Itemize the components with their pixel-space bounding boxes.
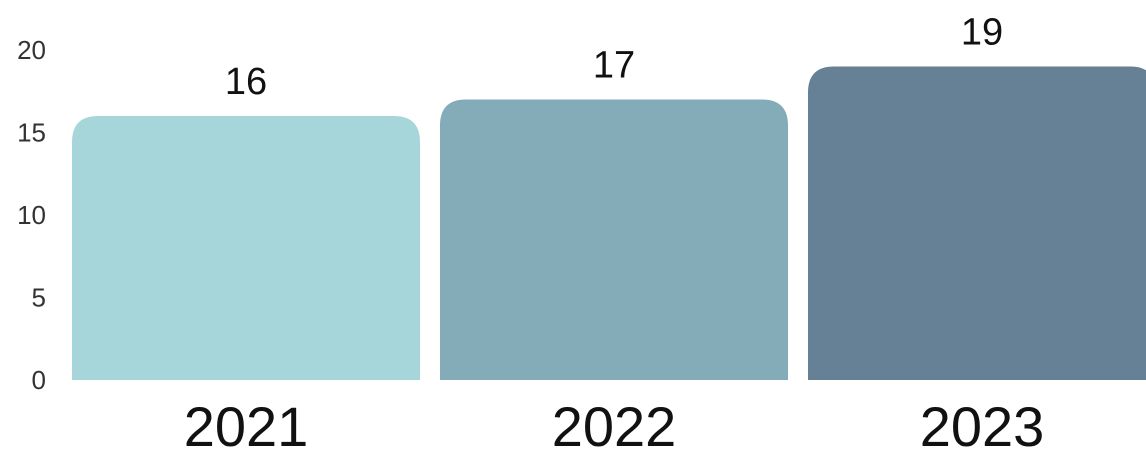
x-axis: 2021 2022 2023: [184, 395, 1045, 451]
x-tick-label: 2021: [184, 395, 309, 451]
bars: [72, 66, 1146, 380]
y-tick-label: 5: [32, 283, 46, 313]
bar-2022: [440, 99, 788, 380]
bar-2023: [808, 66, 1146, 380]
x-tick-label: 2022: [552, 395, 677, 451]
x-tick-label: 2023: [920, 395, 1045, 451]
y-axis: 0 5 10 15 20: [17, 35, 46, 395]
data-label: 16: [225, 61, 267, 103]
y-tick-label: 0: [32, 365, 46, 395]
y-tick-label: 20: [17, 35, 46, 65]
bar-2021: [72, 116, 420, 380]
y-tick-label: 10: [17, 200, 46, 230]
data-label: 17: [593, 45, 635, 87]
y-tick-label: 15: [17, 118, 46, 148]
data-label: 19: [961, 12, 1003, 54]
value-labels: 16 17 19: [225, 12, 1003, 104]
